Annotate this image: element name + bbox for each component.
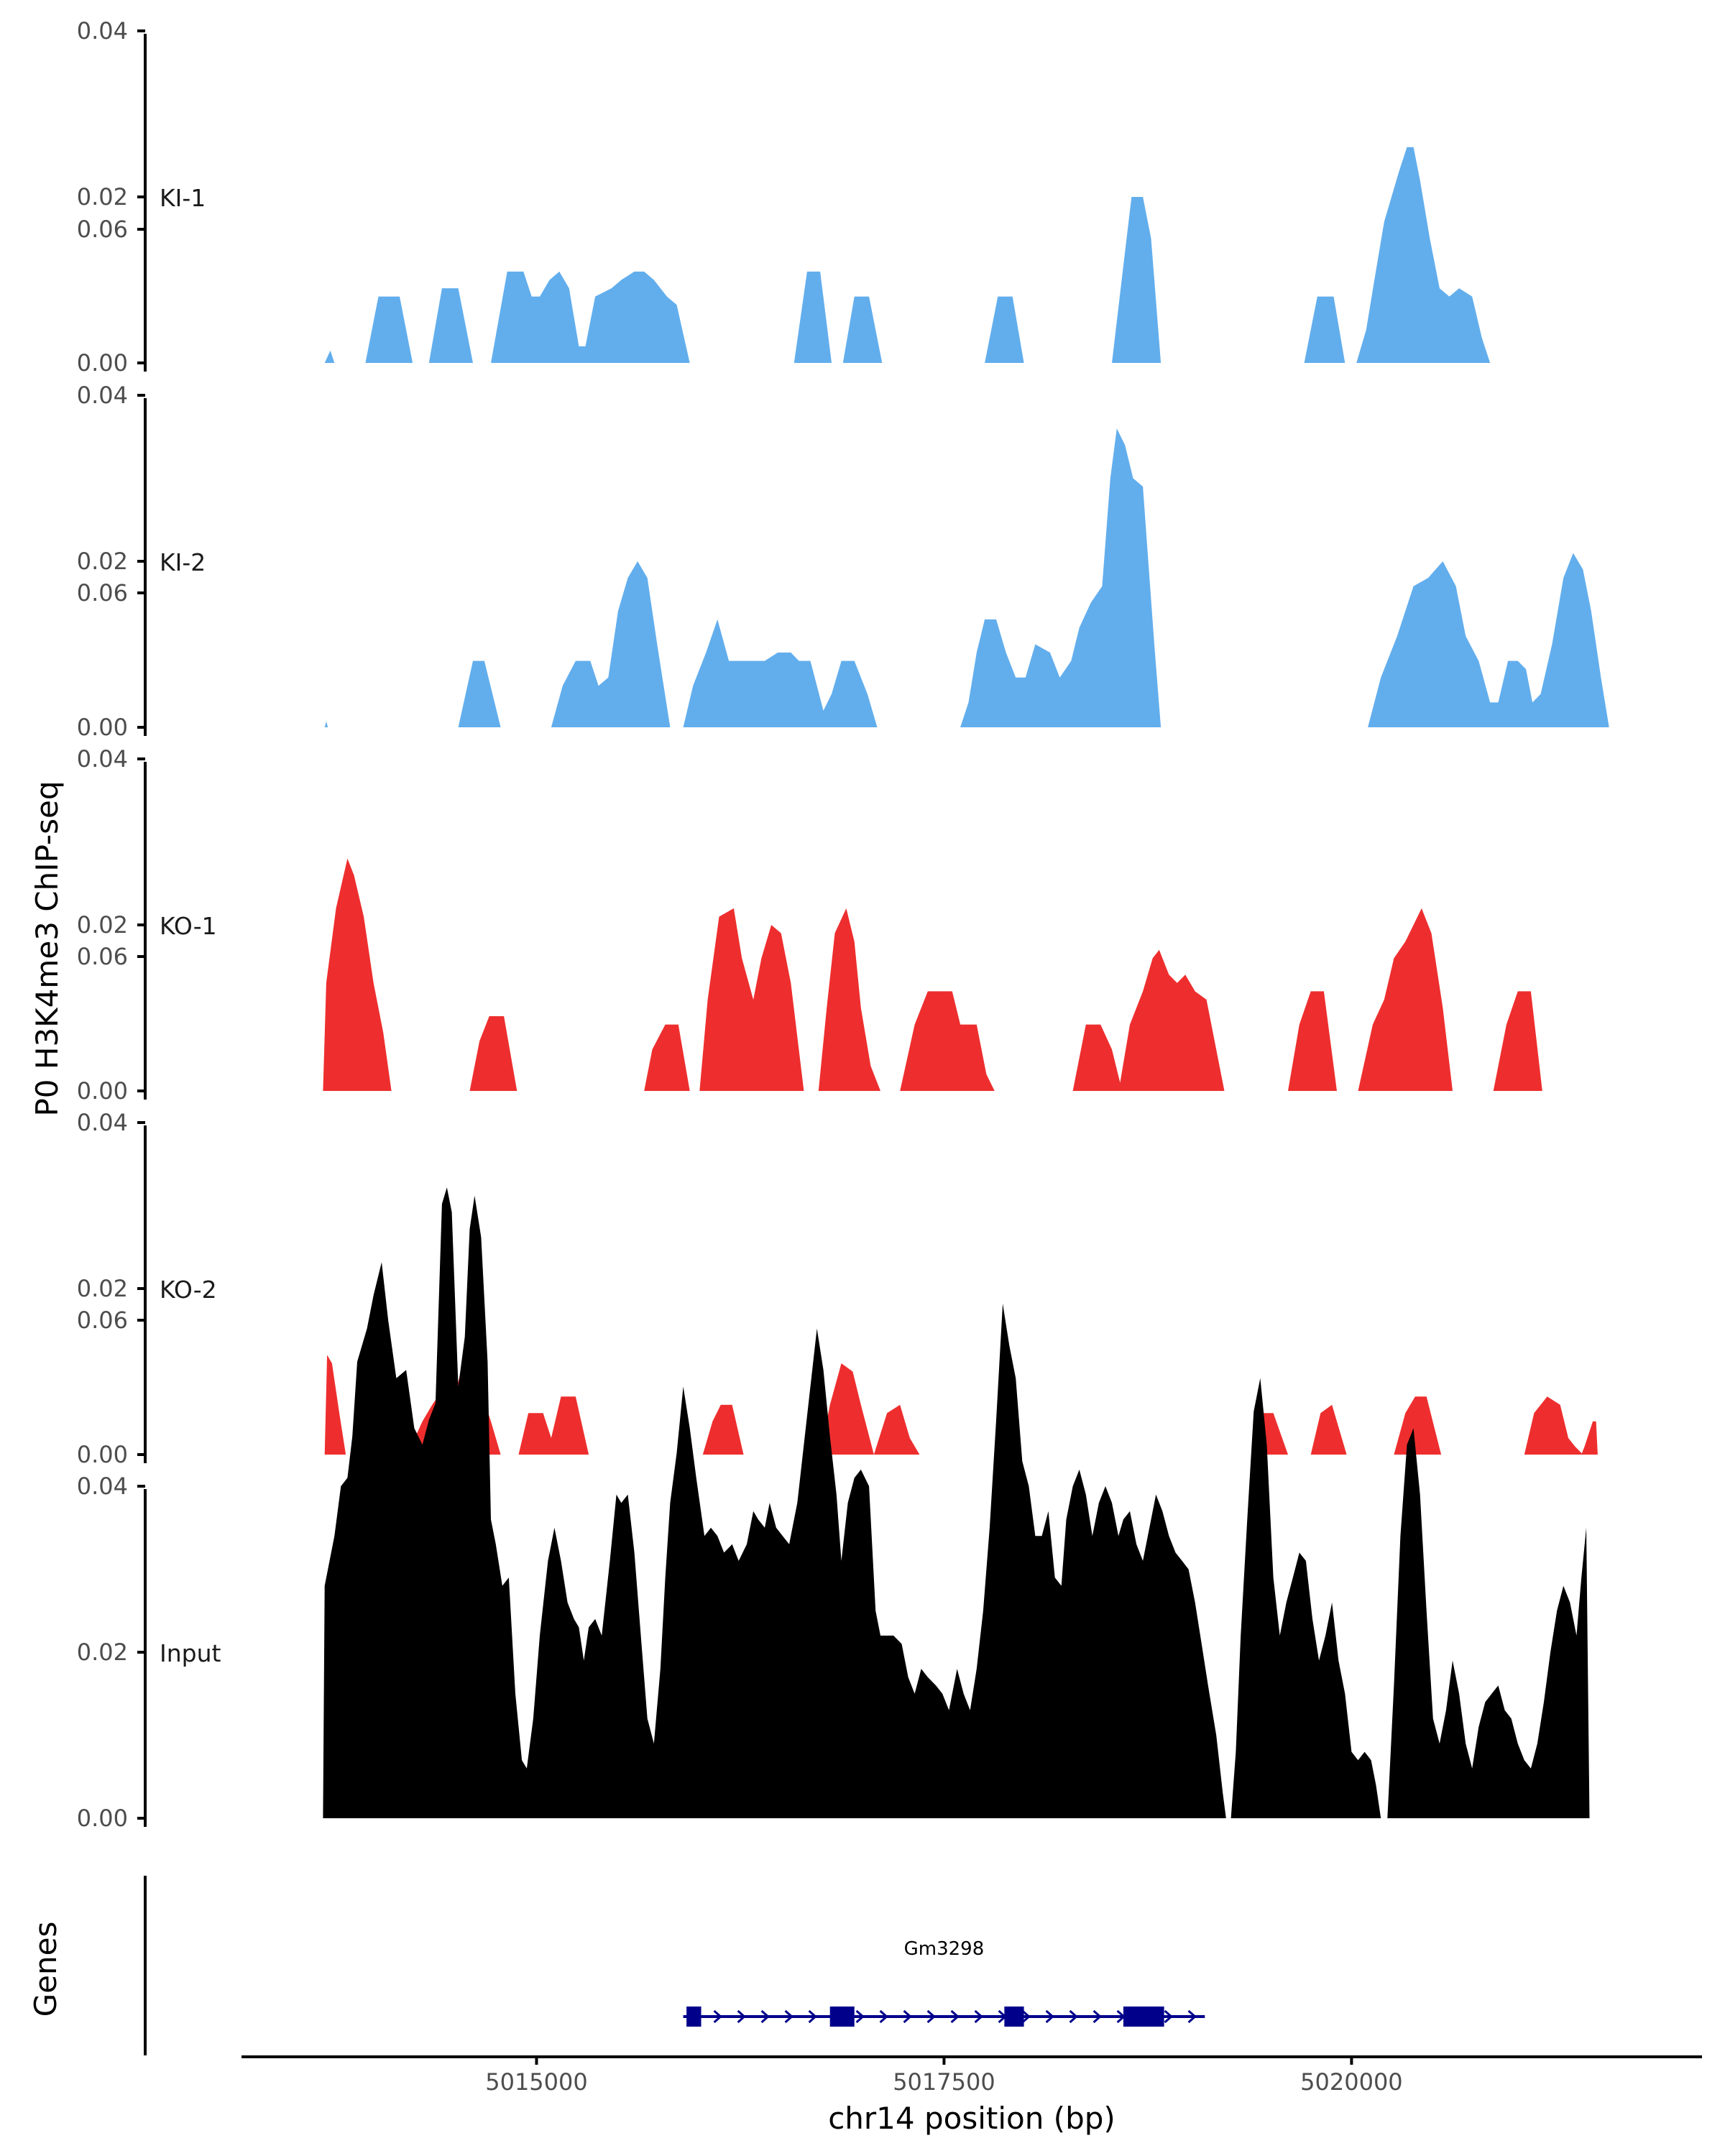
y-tick-label-ko-1: 0.04 xyxy=(77,745,128,773)
signal-peak-ki-2 xyxy=(960,428,1162,727)
y-tick-label-ki-2: 0.04 xyxy=(77,382,128,409)
signal-peak-ki-2 xyxy=(683,619,878,727)
strand-arrow xyxy=(737,2009,746,2024)
strand-arrow xyxy=(1069,2009,1078,2024)
signal-peak-ko-2 xyxy=(820,1363,874,1455)
y-tick-label-ki-1: 0.00 xyxy=(77,349,128,377)
signal-peak-ki-2 xyxy=(458,660,501,727)
track-input: 0.00 0.02 0.04 0.06 Input xyxy=(77,1187,1590,1832)
strand-arrow xyxy=(1045,2009,1054,2024)
signal-peak-ko-2 xyxy=(1310,1404,1347,1455)
strand-arrow xyxy=(1021,2009,1031,2024)
signal-peak-ko-1 xyxy=(1072,949,1225,1091)
y-tick-label-ko-1: 0.06 xyxy=(77,579,128,607)
gene-exon xyxy=(1123,2007,1164,2027)
signal-peak-ki-1 xyxy=(1112,197,1162,363)
signal-peak-ki-1 xyxy=(491,271,690,363)
signal-peak-ki-1 xyxy=(842,296,883,363)
gene-name-label: Gm3298 xyxy=(904,1938,985,1960)
track-ki-2: 0.00 0.02 0.04 0.06 KI-2 xyxy=(77,216,1609,741)
y-tick-label-ko-1: 0.02 xyxy=(77,911,128,939)
track-label-ki-1: KI-1 xyxy=(160,184,206,212)
strand-arrow xyxy=(1187,2009,1197,2024)
signal-peak-input xyxy=(323,1187,1226,1818)
genes-axis-title: Genes xyxy=(28,1922,63,2017)
track-ko-1: 0.00 0.02 0.04 0.06 KO-1 xyxy=(77,579,1542,1105)
signal-peak-ko-1 xyxy=(644,1024,690,1091)
gene-exon xyxy=(686,2007,702,2027)
strand-arrow xyxy=(855,2009,865,2024)
signal-peak-ki-2 xyxy=(324,721,328,727)
y-tick-label-ki-1: 0.04 xyxy=(77,17,128,45)
y-tick-label-ki-2: 0.00 xyxy=(77,714,128,741)
signal-peak-ko-2 xyxy=(702,1404,744,1455)
x-tick-label: 5017500 xyxy=(893,2068,995,2096)
track-ki-1: 0.00 0.02 0.04 0.06 KI-1 xyxy=(77,17,1491,377)
signal-peak-ko-2 xyxy=(518,1396,589,1455)
track-label-ki-2: KI-2 xyxy=(160,548,206,576)
track-label-ko-1: KO-1 xyxy=(160,912,217,940)
signal-peak-ko-2 xyxy=(1581,1421,1598,1455)
gene-exon xyxy=(1004,2007,1024,2027)
track-label-ko-2: KO-2 xyxy=(160,1276,217,1304)
strand-arrow xyxy=(713,2009,722,2024)
signal-peak-input xyxy=(1387,1428,1590,1818)
strand-arrow xyxy=(879,2009,888,2024)
signal-peak-ko-2 xyxy=(324,1355,346,1455)
x-axis: 5015000 5017500 5020000 xyxy=(242,2055,1702,2096)
signal-peak-ki-1 xyxy=(324,350,335,363)
signal-peak-ki-1 xyxy=(365,296,413,363)
y-tick-label-input: 0.02 xyxy=(77,1639,128,1666)
signal-peak-ko-2 xyxy=(1524,1396,1583,1455)
y-tick-label-ki-2: 0.02 xyxy=(77,548,128,575)
signal-peak-ko-1 xyxy=(1493,991,1542,1091)
y-tick-label-ko-1: 0.00 xyxy=(77,1077,128,1105)
signal-peak-ki-2 xyxy=(551,561,671,727)
signal-peak-ko-1 xyxy=(900,991,995,1091)
y-tick-label-ki-1: 0.02 xyxy=(77,183,128,211)
strand-arrow xyxy=(1164,2009,1173,2024)
signal-peak-input xyxy=(1230,1378,1381,1818)
signal-peak-ko-2 xyxy=(1394,1396,1442,1455)
signal-peak-ki-1 xyxy=(985,296,1024,363)
y-tick-label-ki-2: 0.06 xyxy=(77,216,128,243)
y-axis-title: P0 H3K4me3 ChIP-seq xyxy=(29,780,65,1116)
signal-tracks: 0.00 0.02 0.04 0.06 KI-1 0.00 0.02 0.04 0.06 KI-2… xyxy=(77,17,1609,1832)
x-tick-label: 5015000 xyxy=(485,2068,588,2096)
signal-peak-ko-1 xyxy=(1358,908,1453,1091)
signal-peak-ki-2 xyxy=(1368,553,1609,727)
y-tick-label-input: 0.06 xyxy=(77,1307,128,1334)
y-tick-label-ko-2: 0.06 xyxy=(77,943,128,970)
x-tick-label: 5020000 xyxy=(1300,2068,1403,2096)
signal-peak-ko-2 xyxy=(873,1404,920,1455)
signal-peak-ko-1 xyxy=(1288,991,1337,1091)
signal-peak-ko-1 xyxy=(818,908,880,1091)
gene-exon xyxy=(829,2007,855,2027)
strand-arrow xyxy=(926,2009,936,2024)
y-tick-label-ko-2: 0.02 xyxy=(77,1275,128,1302)
gene-panel: Gm3298 xyxy=(144,1876,1205,2055)
signal-peak-ki-1 xyxy=(1356,147,1491,363)
strand-arrow xyxy=(950,2009,960,2024)
y-tick-label-ko-2: 0.04 xyxy=(77,1109,128,1136)
strand-arrow xyxy=(1092,2009,1102,2024)
strand-arrow xyxy=(903,2009,912,2024)
signal-peak-ko-1 xyxy=(469,1016,518,1091)
signal-peak-ki-1 xyxy=(1304,296,1346,363)
track-label-input: Input xyxy=(160,1639,221,1667)
y-tick-label-input: 0.00 xyxy=(77,1805,128,1832)
x-axis-title: chr14 position (bp) xyxy=(828,2101,1116,2136)
signal-peak-ki-1 xyxy=(794,271,832,363)
strand-arrow xyxy=(784,2009,794,2024)
signal-peak-ki-1 xyxy=(428,288,473,363)
strand-arrow xyxy=(974,2009,983,2024)
signal-peak-ko-1 xyxy=(699,908,804,1091)
y-tick-label-ko-2: 0.00 xyxy=(77,1441,128,1468)
signal-peak-ko-1 xyxy=(323,858,392,1091)
strand-arrow xyxy=(808,2009,817,2024)
y-tick-label-input: 0.04 xyxy=(77,1473,128,1500)
strand-arrow xyxy=(760,2009,770,2024)
